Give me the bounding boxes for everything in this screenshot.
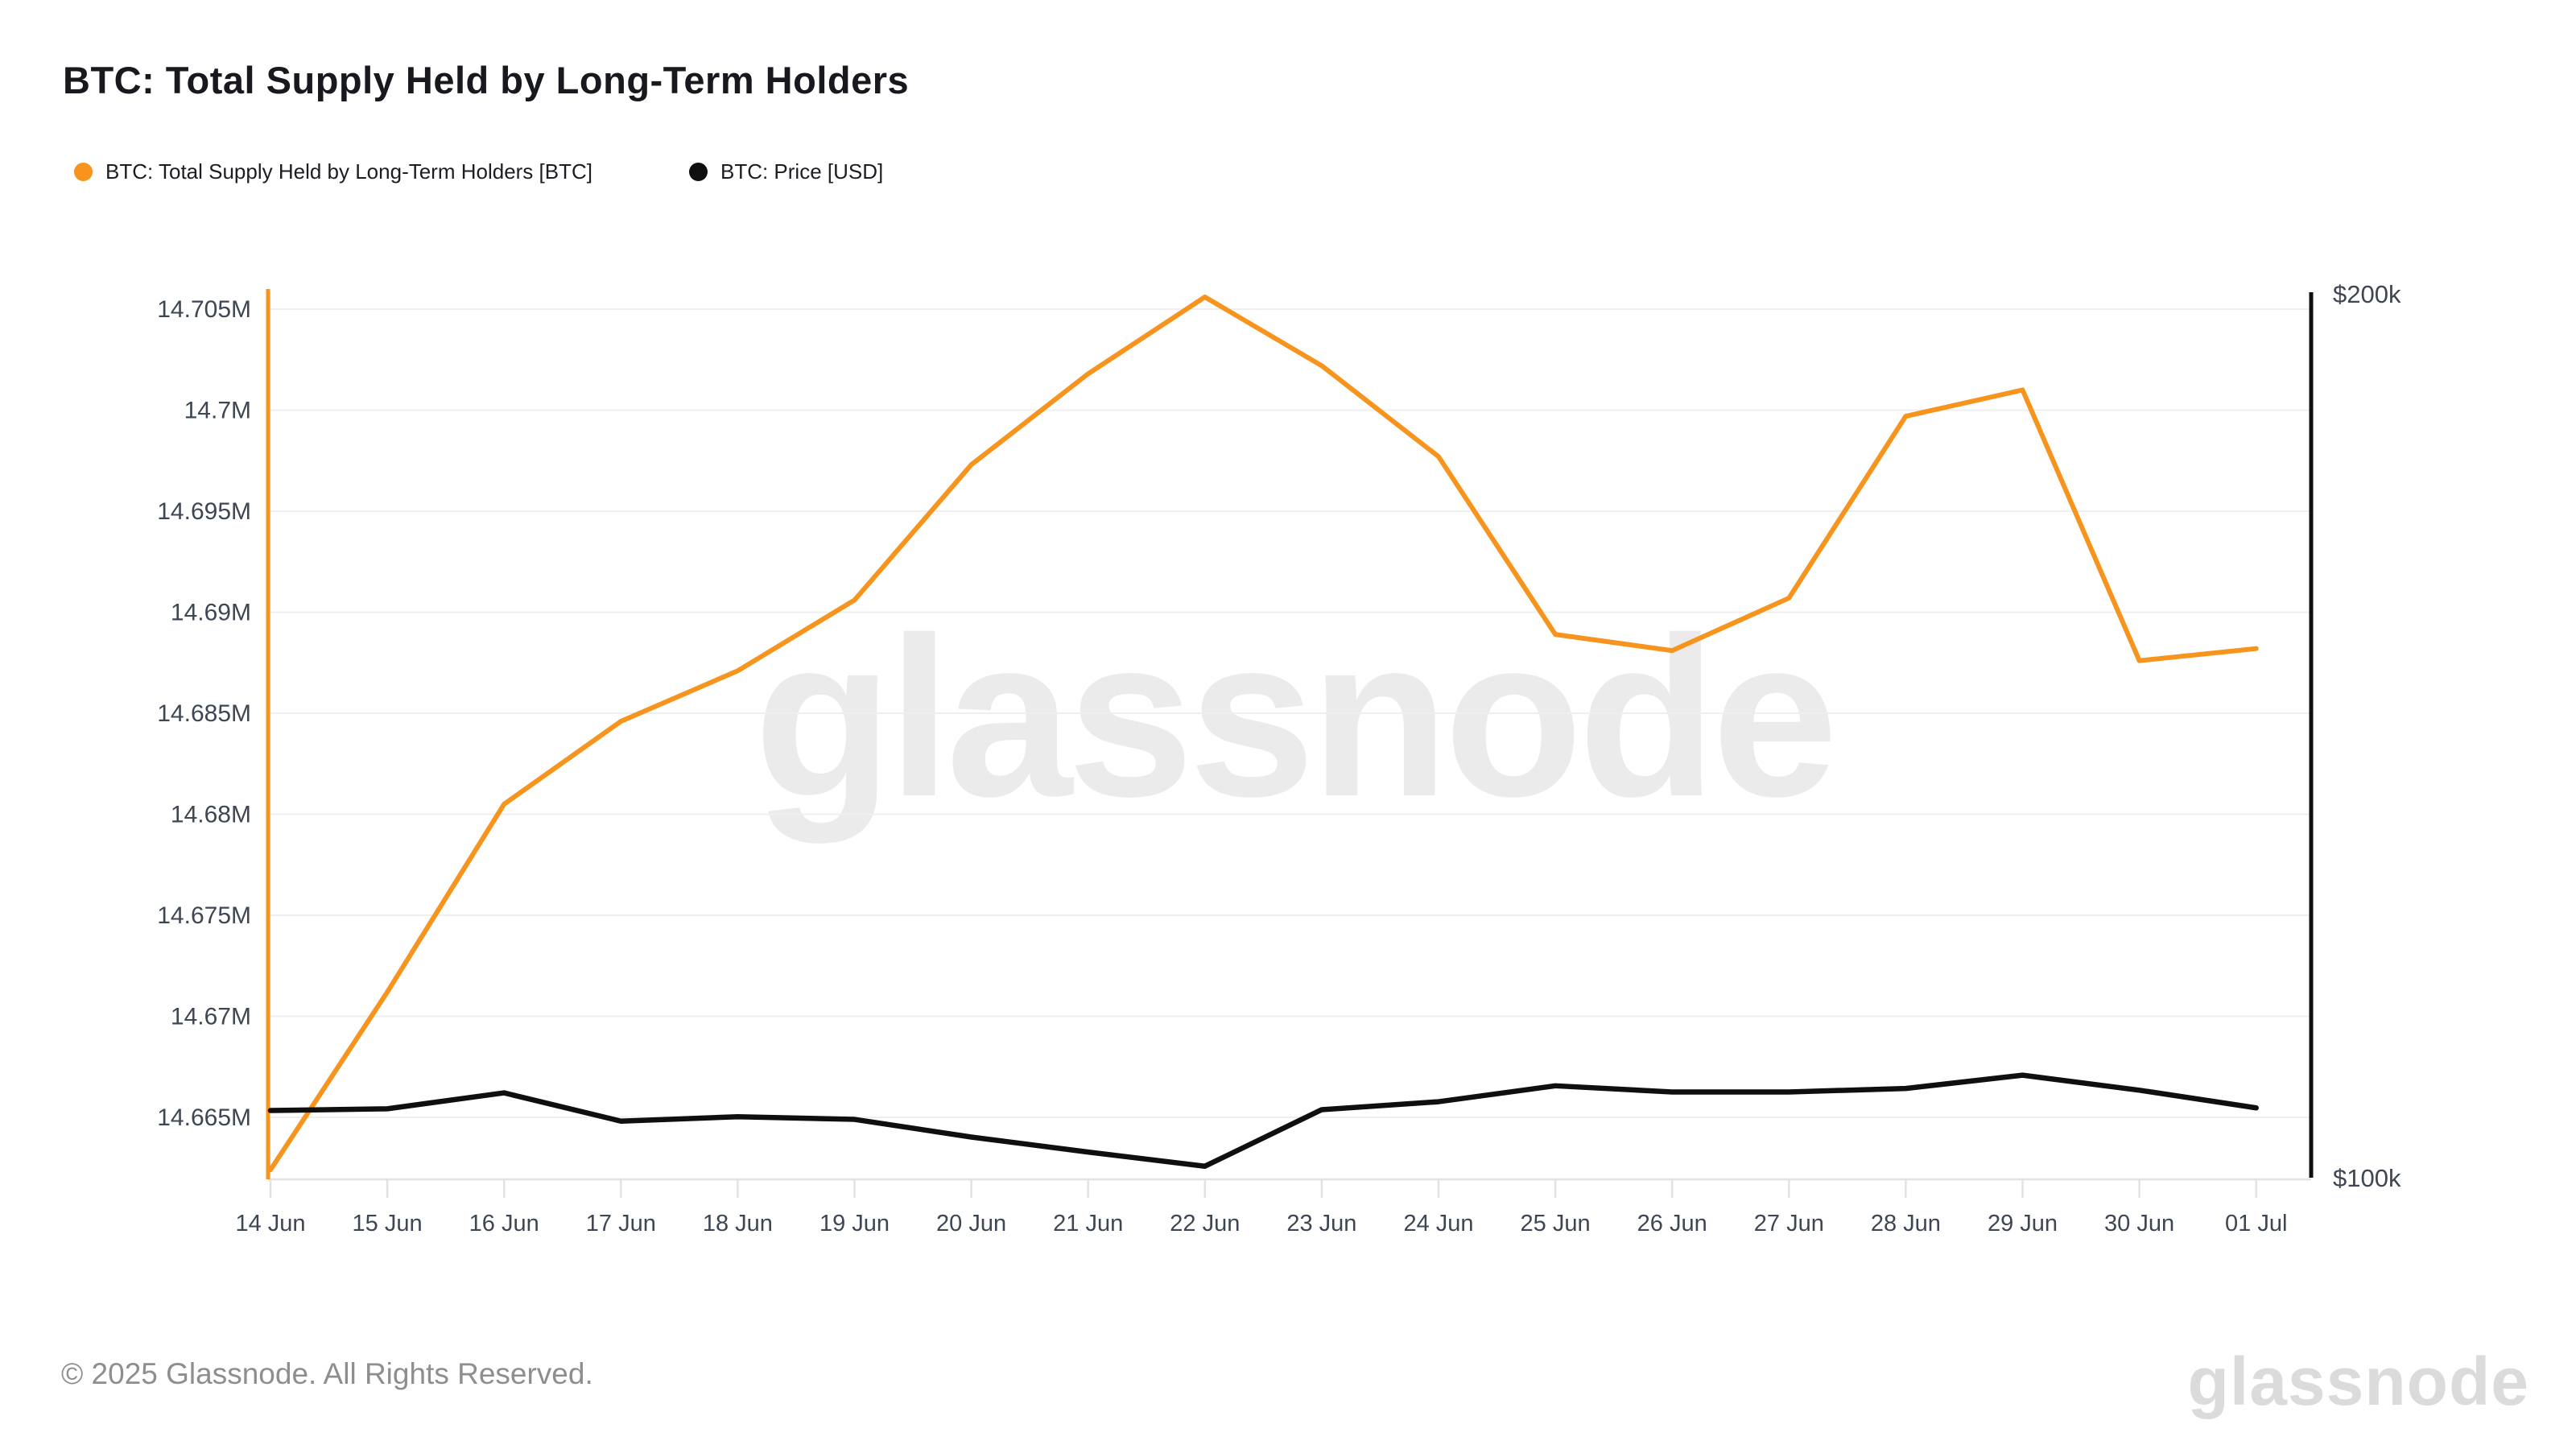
y-axis-left-tick-label: 14.68M <box>171 802 251 828</box>
watermark-glassnode: glassnode <box>754 590 1834 845</box>
y-axis-right-tick-label: $100k <box>2333 1164 2401 1192</box>
y-axis-left-tick-label: 14.69M <box>171 600 251 626</box>
y-axis-left-tick-label: 14.695M <box>157 498 251 525</box>
x-axis-tick-label: 24 Jun <box>1403 1211 1473 1236</box>
chart-legend: BTC: Total Supply Held by Long-Term Hold… <box>74 159 883 184</box>
x-axis-tick-label: 30 Jun <box>2104 1211 2174 1236</box>
y-axis-right-tick-label: $200k <box>2333 280 2401 308</box>
y-axis-left-tick-label: 14.705M <box>157 296 251 323</box>
y-axis-left-tick-label: 14.665M <box>157 1104 251 1131</box>
x-axis-tick-label: 23 Jun <box>1286 1211 1356 1236</box>
x-axis-tick-label: 25 Jun <box>1521 1211 1591 1236</box>
copyright-text: © 2025 Glassnode. All Rights Reserved. <box>61 1357 593 1390</box>
x-axis-tick-label: 21 Jun <box>1053 1211 1123 1236</box>
x-axis-tick-label: 26 Jun <box>1637 1211 1707 1236</box>
supply-series-dot-icon <box>74 163 93 181</box>
legend-label-supply: BTC: Total Supply Held by Long-Term Hold… <box>105 159 592 184</box>
x-axis-tick-label: 18 Jun <box>703 1211 773 1236</box>
x-axis-tick-label: 16 Jun <box>469 1211 539 1236</box>
x-axis-tick-label: 27 Jun <box>1754 1211 1824 1236</box>
price-line-series[interactable] <box>267 1072 2259 1169</box>
legend-label-price: BTC: Price [USD] <box>720 159 884 184</box>
x-axis-tick-label: 20 Jun <box>936 1211 1006 1236</box>
x-axis-tick-label: 28 Jun <box>1871 1211 1941 1236</box>
legend-item-price[interactable]: BTC: Price [USD] <box>688 159 884 184</box>
y-axis-left-tick-label: 14.7M <box>184 398 251 424</box>
chart-title: BTC: Total Supply Held by Long-Term Hold… <box>63 59 910 101</box>
x-axis-tick-label: 29 Jun <box>1988 1211 2058 1236</box>
legend-item-supply[interactable]: BTC: Total Supply Held by Long-Term Hold… <box>74 159 592 184</box>
y-axis-left-tick-label: 14.67M <box>171 1004 251 1030</box>
supply-line-series[interactable] <box>268 294 2259 1173</box>
y-axis-left-tick-label: 14.685M <box>157 700 251 727</box>
x-axis-tick-label: 22 Jun <box>1170 1211 1240 1236</box>
x-axis-tick-label: 14 Jun <box>235 1211 305 1236</box>
glassnode-logo: glassnode <box>2187 1344 2529 1419</box>
x-axis-tick-label: 01 Jul <box>2225 1211 2287 1236</box>
x-axis-tick-label: 17 Jun <box>586 1211 656 1236</box>
price-series-dot-icon <box>688 163 708 181</box>
y-axis-left-tick-label: 14.675M <box>157 902 251 929</box>
x-axis-tick-label: 19 Jun <box>819 1211 890 1236</box>
x-axis-tick-label: 15 Jun <box>353 1211 423 1236</box>
